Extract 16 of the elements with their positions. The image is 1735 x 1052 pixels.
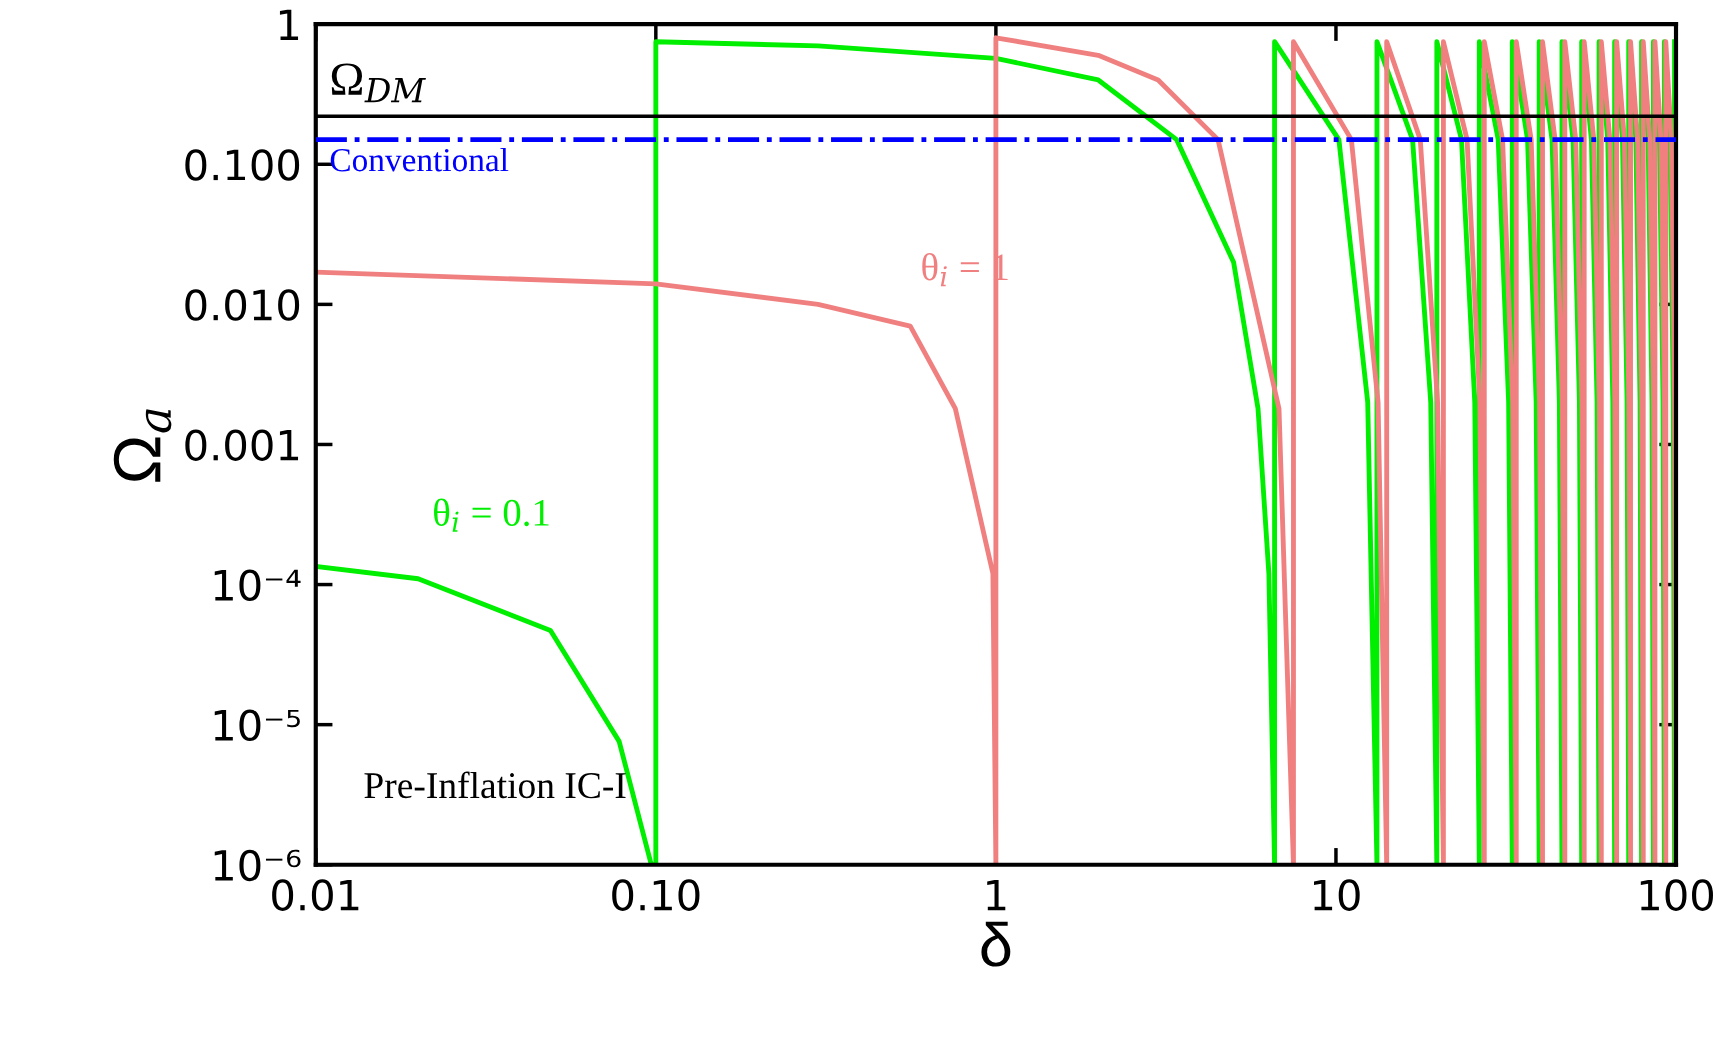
series-label: θ$_{i}$ = 0.1 bbox=[434, 498, 549, 532]
y-axis-title: Ω$_{a}$ bbox=[113, 409, 172, 482]
x-axis-title: δ bbox=[981, 921, 1011, 967]
x-tick-label: 10 bbox=[1314, 879, 1360, 911]
y-tick-label: 0.010 bbox=[185, 289, 300, 321]
y-tick-label: 1 bbox=[279, 9, 299, 41]
y-tick-label: 10⁻⁵ bbox=[214, 709, 300, 742]
ref-line-label: Ω$_{DM}$ bbox=[331, 63, 426, 103]
y-tick-label: 0.001 bbox=[185, 429, 299, 461]
y-tick-label: 10⁻⁴ bbox=[214, 569, 301, 601]
y-tick-label: 0.100 bbox=[185, 149, 300, 181]
x-tick-label: 0.10 bbox=[612, 879, 700, 911]
ref-line-label: Conventional bbox=[330, 147, 509, 172]
x-tick-label: 1 bbox=[987, 879, 1006, 911]
x-tick-label: 100 bbox=[1640, 879, 1714, 911]
annotation: Pre-Inflation IC-I bbox=[364, 771, 626, 799]
